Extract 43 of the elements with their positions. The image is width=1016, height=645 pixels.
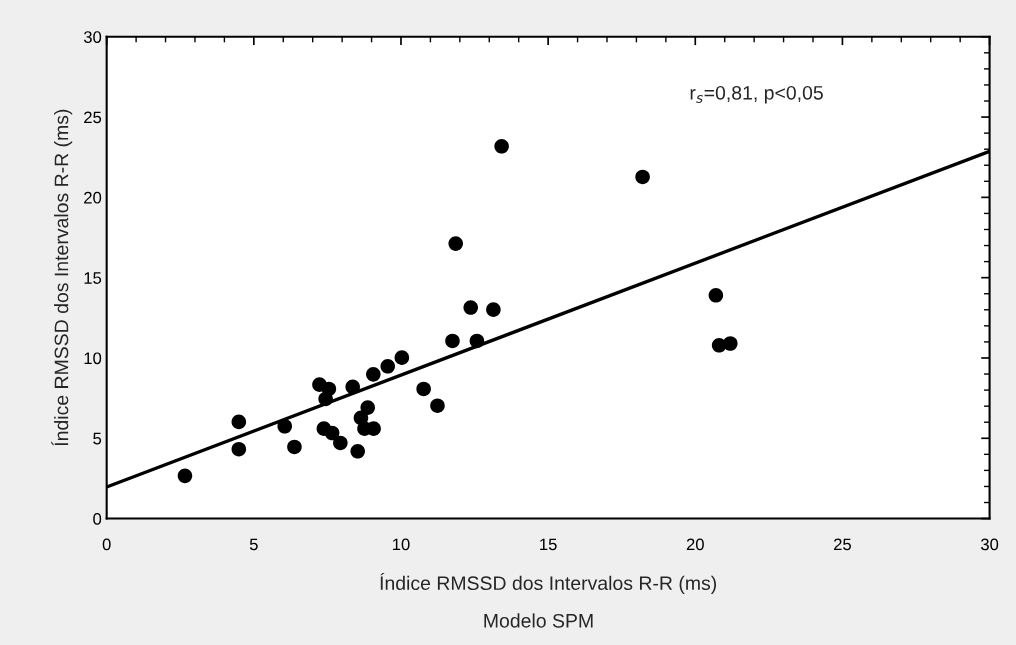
y-axis-title: Índice RMSSD dos Intervalos R-R (ms) <box>51 109 73 446</box>
point <box>463 300 479 315</box>
x-tick-label: 20 <box>686 538 704 551</box>
point <box>486 302 501 317</box>
y-tick-label: 0 <box>93 512 102 525</box>
point <box>723 336 738 351</box>
x-tick-label: 5 <box>249 538 258 551</box>
x-tick-label: 10 <box>392 538 410 551</box>
point <box>345 379 360 395</box>
point <box>231 441 247 457</box>
x-tick-label: 30 <box>980 538 999 551</box>
point <box>430 398 445 413</box>
point <box>287 439 302 455</box>
x-tick-label: 0 <box>102 538 111 551</box>
point <box>380 359 396 374</box>
point <box>416 381 431 397</box>
text: Modelo SPM <box>484 613 593 628</box>
point <box>350 444 365 459</box>
y-tick-label: 10 <box>84 352 102 365</box>
point <box>324 425 340 441</box>
point <box>360 400 376 415</box>
annotation: r$_{s}$=0,81, p<0,05 <box>690 85 823 104</box>
x-tick-label: 15 <box>540 538 557 551</box>
point <box>448 236 463 251</box>
x-axis-title: Índice RMSSD dos Intervalos R-R (ms) <box>380 573 717 594</box>
point <box>333 435 348 451</box>
y-tick-label: 5 <box>93 432 102 445</box>
point <box>469 333 485 349</box>
point <box>277 418 293 434</box>
y-tick-label: 20 <box>84 191 102 204</box>
point <box>318 391 333 407</box>
point <box>177 468 193 484</box>
x-tick-label: 25 <box>834 538 851 551</box>
y-tick-label: 30 <box>83 31 102 43</box>
point <box>445 333 460 349</box>
y-tick-label: 25 <box>84 111 102 124</box>
point <box>708 288 724 303</box>
point <box>494 139 509 154</box>
point <box>635 169 650 185</box>
point <box>366 367 381 382</box>
y-tick-label: 15 <box>84 272 102 284</box>
point <box>394 350 410 365</box>
point <box>231 414 247 430</box>
